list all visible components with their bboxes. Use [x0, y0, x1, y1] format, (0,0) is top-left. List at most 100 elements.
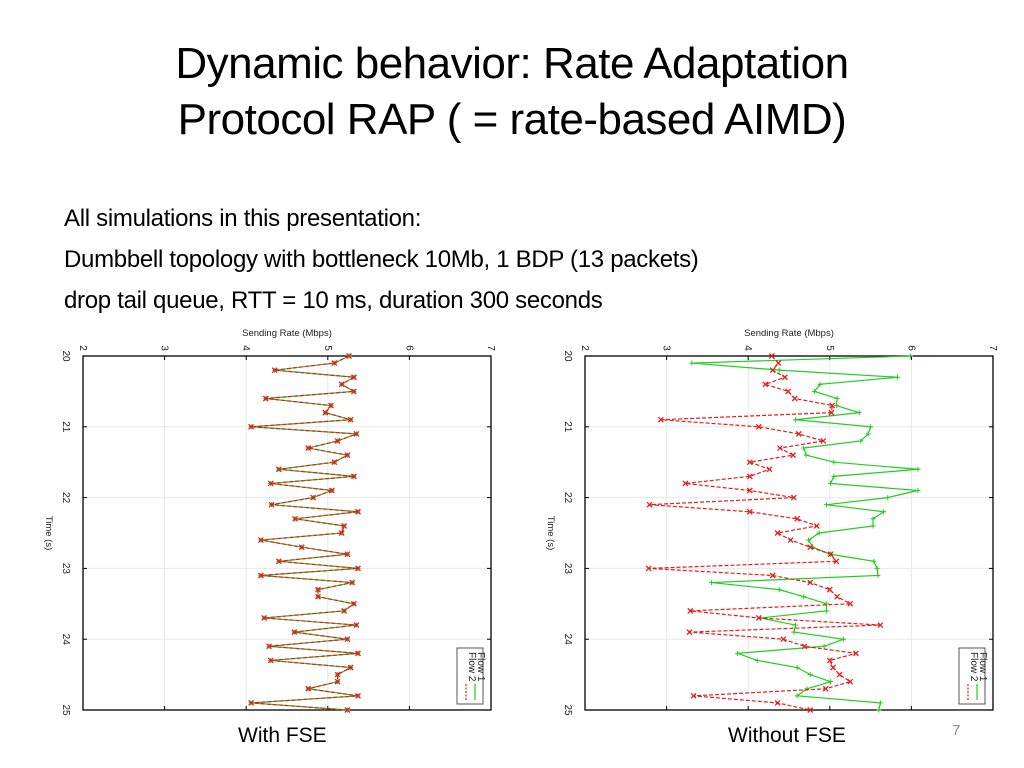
data-point-flow-2 — [690, 692, 697, 699]
data-point-flow-1 — [807, 672, 813, 678]
data-point-flow-2 — [826, 586, 833, 593]
data-point-flow-2 — [826, 657, 833, 664]
data-point-flow-2 — [353, 622, 360, 628]
legend-box — [958, 647, 986, 705]
data-point-flow-2 — [350, 388, 357, 395]
data-point-flow-1 — [776, 367, 782, 373]
data-point-flow-2 — [334, 671, 341, 678]
data-point-flow-2 — [877, 622, 884, 628]
series-line-1 — [691, 355, 919, 711]
data-point-flow-2 — [769, 367, 776, 374]
time-tick-label: 21 — [562, 421, 573, 433]
data-point-flow-2 — [347, 416, 354, 423]
data-point-flow-2 — [687, 607, 694, 614]
data-point-flow-2 — [847, 678, 854, 685]
data-point-flow-2 — [310, 494, 317, 501]
data-point-flow-2 — [852, 650, 859, 657]
data-point-flow-2 — [645, 565, 652, 572]
data-point-flow-1 — [908, 353, 914, 359]
data-point-flow-1 — [824, 601, 830, 607]
data-point-flow-1 — [915, 466, 921, 472]
time-tick-label: 23 — [60, 563, 71, 575]
data-point-flow-1 — [793, 622, 799, 628]
data-point-flow-2 — [344, 452, 351, 459]
data-point-flow-1 — [776, 587, 782, 593]
slide-title-line-2: Protocol RAP ( = rate-based AIMD) — [177, 95, 847, 144]
data-point-flow-2 — [746, 473, 753, 480]
data-point-flow-2 — [305, 445, 312, 451]
rate-tick-label: 7 — [485, 345, 496, 351]
data-point-flow-2 — [338, 381, 345, 388]
data-point-flow-2 — [267, 657, 274, 664]
data-point-flow-1 — [794, 693, 800, 699]
data-point-flow-2 — [774, 699, 781, 706]
data-point-flow-2 — [248, 699, 255, 706]
data-point-flow-2 — [755, 615, 762, 621]
data-point-flow-1 — [870, 516, 876, 522]
data-point-flow-1 — [824, 502, 830, 508]
data-point-flow-1 — [801, 594, 807, 600]
data-point-flow-2 — [787, 537, 794, 544]
data-point-flow-2 — [834, 593, 841, 600]
data-point-flow-2 — [353, 430, 360, 437]
data-point-flow-2 — [746, 508, 753, 515]
rate-tick-label: 5 — [322, 345, 333, 351]
time-tick-label: 20 — [60, 350, 71, 362]
caption-with-fse: With FSE — [238, 724, 327, 747]
time-tick-label: 24 — [562, 634, 573, 646]
rate-tick-label: 4 — [240, 345, 251, 351]
data-point-flow-1 — [885, 495, 891, 501]
data-point-flow-2 — [822, 685, 829, 692]
data-point-flow-1 — [856, 410, 862, 416]
data-point-flow-2 — [355, 565, 361, 572]
data-point-flow-2 — [828, 409, 835, 416]
data-point-flow-2 — [775, 360, 782, 367]
rate-tick-label: 6 — [403, 345, 414, 351]
slide-title: Dynamic behavior: Rate Adaptation Protoc… — [0, 36, 1024, 148]
slide-body: All simulations in this presentation: Du… — [64, 198, 699, 321]
data-point-flow-2 — [334, 678, 341, 685]
data-point-flow-2 — [790, 452, 797, 459]
data-point-flow-2 — [322, 409, 329, 416]
body-line-2: Dumbbell topology with bottleneck 10Mb, … — [64, 246, 699, 273]
data-point-flow-2 — [267, 480, 274, 487]
legend-label-flow-2: Flow 2 — [968, 652, 979, 682]
data-point-flow-1 — [831, 459, 837, 465]
rate-tick-label: 2 — [579, 345, 590, 351]
data-point-flow-2 — [795, 430, 802, 437]
data-point-flow-2 — [248, 423, 255, 430]
time-tick-label: 24 — [60, 634, 71, 646]
data-point-flow-2 — [774, 530, 781, 536]
data-point-flow-1 — [804, 686, 810, 692]
plot-frame — [584, 355, 994, 711]
data-point-flow-1 — [828, 679, 834, 685]
data-point-flow-1 — [874, 565, 880, 571]
legend-label-flow-1: Flow 1 — [977, 652, 988, 682]
data-point-flow-2 — [350, 473, 357, 480]
data-point-flow-2 — [682, 480, 689, 487]
data-point-flow-2 — [807, 579, 814, 586]
data-point-flow-1 — [735, 650, 741, 656]
data-point-flow-1 — [803, 452, 809, 458]
series-line-2 — [251, 355, 359, 711]
data-point-flow-1 — [870, 523, 876, 529]
data-point-flow-2 — [291, 629, 298, 636]
data-point-flow-2 — [341, 607, 348, 614]
data-point-flow-2 — [780, 636, 787, 643]
data-point-flow-2 — [790, 494, 797, 501]
data-point-flow-2 — [261, 615, 268, 621]
data-point-flow-2 — [355, 508, 361, 515]
data-point-flow-2 — [328, 402, 335, 409]
time-tick-label: 20 — [562, 350, 573, 362]
data-point-flow-2 — [807, 707, 814, 713]
data-point-flow-2 — [820, 438, 827, 444]
data-point-flow-2 — [275, 558, 282, 565]
data-point-flow-1 — [868, 424, 874, 430]
data-point-flow-1 — [858, 438, 864, 444]
caption-without-fse: Without FSE — [728, 724, 846, 747]
data-point-flow-1 — [708, 580, 714, 586]
data-point-flow-2 — [785, 388, 792, 395]
data-point-flow-1 — [806, 537, 812, 543]
data-point-flow-2 — [657, 416, 664, 423]
